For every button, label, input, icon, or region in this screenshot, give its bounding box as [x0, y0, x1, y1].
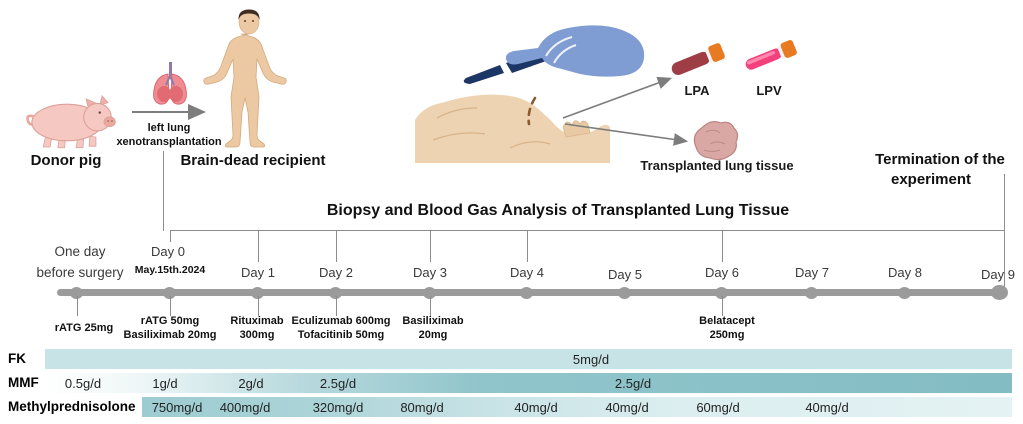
transplant-arrow: [132, 104, 206, 120]
anno-tick-day2: [336, 296, 337, 316]
mp-dose-6: 60mg/d: [696, 400, 740, 415]
mp-dose-0: 750mg/d: [151, 400, 203, 415]
day6-label: Day 6: [705, 265, 739, 280]
timeline-dot-day2: [329, 287, 342, 299]
bracket-tick-day2: [336, 230, 337, 262]
annotation-preop: rATG 25mg: [54, 322, 114, 334]
recipient-label: Brain-dead recipient: [180, 152, 326, 169]
anno-tick-day3: [430, 296, 431, 316]
bracket-tick-day0: [170, 230, 171, 242]
annotation-day3: Basiliximab 20mg: [402, 315, 464, 341]
transplant-caption-line1: left lung: [147, 122, 191, 134]
anno-tick-day1: [258, 296, 259, 316]
anno-tick-day0: [170, 296, 171, 316]
donor-pig-illustration: [26, 95, 116, 149]
timeline-title: Biopsy and Blood Gas Analysis of Transpl…: [326, 202, 790, 219]
mmf-dose-4: 2.5g/d: [614, 376, 652, 391]
day0-date: May.15th.2024: [134, 264, 206, 276]
mmf-dose-1: 1g/d: [152, 376, 178, 391]
bracket-tick-day6: [722, 230, 723, 262]
mmf-row-label: MMF: [8, 375, 39, 390]
transplant-connector-line: [163, 151, 164, 231]
timeline-dot-day3: [423, 287, 436, 299]
timeline-dot-day8: [898, 287, 911, 299]
bracket-tick-day1: [258, 230, 259, 262]
biopsy-arrows: [562, 76, 689, 146]
termination-label-line2: experiment: [890, 171, 972, 188]
fk-dose-value: 5mg/d: [572, 352, 610, 367]
mmf-dose-0: 0.5g/d: [64, 376, 102, 391]
transplant-caption-line2: xenotransplantation: [116, 136, 222, 148]
mmf-dose-3: 2.5g/d: [319, 376, 357, 391]
timeline-dot-day5: [618, 287, 631, 299]
gloved-hand-scalpel-icon: [463, 25, 645, 84]
timeline-dot-day7: [805, 287, 818, 299]
annotation-day2: Eculizumab 600mg Tofacitinib 50mg: [291, 315, 391, 341]
mp-dose-2: 320mg/d: [312, 400, 364, 415]
day9-label: Day 9: [981, 267, 1015, 282]
day3-label: Day 3: [413, 265, 447, 280]
mp-dose-3: 80mg/d: [400, 400, 444, 415]
pre-op-label-line1: One day: [54, 244, 106, 259]
annotation-day6: Belatacept 250mg: [699, 315, 755, 341]
methylprednisolone-dose-bar: [142, 397, 1012, 417]
day5-label: Day 5: [608, 267, 642, 282]
timeline-dot-day9: [991, 285, 1008, 300]
timeline-dot-day1: [251, 287, 264, 299]
lpa-tube-icon: [671, 43, 725, 76]
lpa-label: LPA: [684, 83, 710, 98]
mp-dose-1: 400mg/d: [219, 400, 271, 415]
day1-label: Day 1: [241, 265, 275, 280]
donor-pig-label: Donor pig: [30, 152, 102, 169]
day0-label: Day 0: [151, 244, 185, 259]
annotation-day1: Rituximab 300mg: [230, 315, 284, 341]
brain-dead-recipient-illustration: [203, 9, 287, 148]
mmf-dose-bar: [45, 373, 1012, 393]
tissue-label: Transplanted lung tissue: [640, 158, 794, 173]
lpv-label: LPV: [756, 83, 782, 98]
bracket-tick-day3: [430, 230, 431, 262]
day2-label: Day 2: [319, 265, 353, 280]
bracket-tick-day4: [527, 230, 528, 262]
day8-label: Day 8: [888, 265, 922, 280]
termination-connector-line: [1004, 174, 1005, 290]
timeline-dot-day0: [163, 287, 176, 299]
fk-dose-bar: [45, 349, 1012, 369]
timeline-dot-day6: [715, 287, 728, 299]
annotation-day0: rATG 50mg Basiliximab 20mg: [123, 315, 217, 341]
mp-dose-7: 40mg/d: [805, 400, 849, 415]
day4-label: Day 4: [510, 265, 544, 280]
timeline-dot-preop: [70, 287, 83, 299]
lpv-tube-icon: [745, 40, 797, 70]
lung-icon: [153, 62, 187, 105]
anno-tick-day6: [722, 296, 723, 316]
lung-tissue-icon: [693, 120, 739, 161]
fk-row-label: FK: [8, 351, 26, 366]
mp-dose-4: 40mg/d: [514, 400, 558, 415]
timeline-dot-day4: [520, 287, 533, 299]
pre-op-label-line2: before surgery: [36, 265, 124, 280]
mmf-dose-2: 2g/d: [238, 376, 264, 391]
biopsy-bracket: [170, 230, 1005, 231]
anno-tick-preop: [77, 296, 78, 316]
mp-dose-5: 40mg/d: [605, 400, 649, 415]
termination-label-line1: Termination of the: [875, 151, 1005, 168]
methylprednisolone-row-label: Methylprednisolone: [8, 399, 136, 414]
day7-label: Day 7: [795, 265, 829, 280]
